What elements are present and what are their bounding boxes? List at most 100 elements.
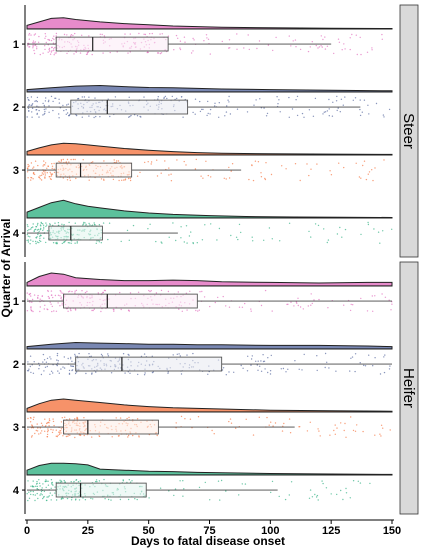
rain-point xyxy=(225,374,227,376)
rain-point xyxy=(379,433,381,435)
rain-point xyxy=(36,492,38,495)
rain-point xyxy=(43,237,45,239)
rain-point xyxy=(199,100,201,103)
rain-point xyxy=(226,105,228,107)
rain-point xyxy=(100,178,103,180)
rain-point xyxy=(228,306,231,308)
rain-point xyxy=(250,308,252,310)
rain-point xyxy=(262,360,265,363)
rain-point xyxy=(224,115,226,117)
rain-point xyxy=(236,48,238,50)
rain-point xyxy=(188,235,191,237)
rain-point xyxy=(47,484,50,486)
rain-point xyxy=(354,97,357,99)
rain-point xyxy=(29,365,31,368)
rain-point xyxy=(189,418,192,420)
rain-point xyxy=(129,51,131,53)
rain-point xyxy=(32,226,34,228)
rain-point xyxy=(190,52,193,54)
rain-point xyxy=(38,433,40,435)
rain-point xyxy=(269,373,272,375)
rain-point xyxy=(124,178,127,180)
panel-steer: 1 2 3 4 xyxy=(13,5,393,257)
rain-point xyxy=(100,310,102,313)
rain-point xyxy=(317,224,320,227)
rain-point xyxy=(98,480,101,482)
rain-point xyxy=(279,240,281,242)
rain-point xyxy=(317,428,319,430)
rain-point xyxy=(328,108,330,110)
rain-point xyxy=(50,173,52,175)
rain-point xyxy=(339,111,341,113)
rain-point xyxy=(30,227,33,229)
rain-point xyxy=(65,435,68,438)
rain-point xyxy=(36,430,39,432)
rain-point xyxy=(48,99,50,102)
rain-point xyxy=(196,242,198,244)
rain-point xyxy=(27,163,29,166)
rain-point xyxy=(103,35,106,37)
rain-point xyxy=(344,48,346,50)
rain-point xyxy=(74,418,76,420)
rain-point xyxy=(340,422,342,424)
rain-point xyxy=(45,479,47,481)
rain-point xyxy=(66,52,68,55)
rain-point xyxy=(79,480,82,482)
rain-point xyxy=(194,168,197,170)
rain-point xyxy=(183,241,185,243)
rain-point xyxy=(214,301,216,304)
rain-point xyxy=(293,305,295,307)
rain-point xyxy=(179,48,182,51)
rain-point xyxy=(63,416,66,418)
rain-point xyxy=(84,291,87,294)
rain-point xyxy=(123,179,125,181)
rain-point xyxy=(220,479,223,482)
rain-point xyxy=(383,371,386,374)
rain-point xyxy=(127,309,130,311)
rain-point xyxy=(369,482,371,485)
rain-point xyxy=(52,418,54,420)
rain-point xyxy=(70,356,72,359)
rain-point xyxy=(136,115,139,117)
rain-point xyxy=(326,110,329,112)
density-cloud xyxy=(26,142,393,156)
rain-point xyxy=(199,291,201,293)
rain-point xyxy=(95,115,97,118)
rain-point xyxy=(217,296,219,299)
rain-point xyxy=(90,497,92,500)
rain-point xyxy=(46,422,48,425)
rain-point xyxy=(48,111,50,114)
rain-point xyxy=(119,498,122,501)
rain-point xyxy=(79,52,82,54)
rain-point xyxy=(33,486,35,488)
rain-point xyxy=(38,364,41,367)
rain-point xyxy=(268,227,271,229)
rain-point xyxy=(267,357,269,359)
rain-point xyxy=(336,427,338,429)
rain-point xyxy=(315,496,318,498)
rain-point xyxy=(46,357,49,360)
rain-point xyxy=(217,480,220,482)
rain-point xyxy=(124,372,126,374)
rain-point xyxy=(363,99,366,101)
rain-point xyxy=(58,98,60,101)
x-tick-label: 50 xyxy=(143,525,155,537)
rain-point xyxy=(44,430,46,432)
rain-point xyxy=(339,226,341,229)
rain-point xyxy=(129,372,131,374)
rain-point xyxy=(210,223,212,225)
rain-point xyxy=(311,496,314,498)
rain-point xyxy=(131,480,133,482)
rain-point xyxy=(266,112,269,115)
rain-point xyxy=(74,308,77,310)
rain-point xyxy=(81,96,84,98)
rain-point xyxy=(241,306,244,308)
rain-point xyxy=(40,373,43,376)
rain-point xyxy=(66,112,69,114)
rain-point xyxy=(46,172,48,174)
rain-point xyxy=(53,162,55,165)
rain-point xyxy=(309,421,311,423)
rain-point xyxy=(359,99,361,101)
rain-point xyxy=(30,436,33,438)
rain-point xyxy=(150,161,153,163)
